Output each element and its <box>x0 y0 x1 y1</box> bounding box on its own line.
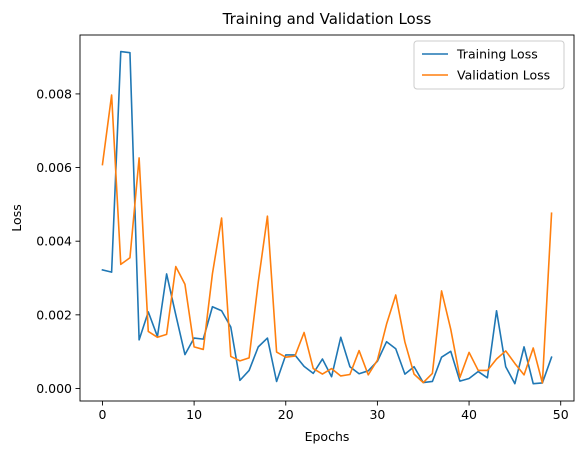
series-line-training-loss <box>101 50 553 385</box>
y-axis-label: Loss <box>9 204 24 231</box>
x-axis: 0 10 20 30 40 50 <box>98 401 569 422</box>
y-tick-label: 0.000 <box>36 381 72 396</box>
y-tick-label: 0.004 <box>36 234 72 249</box>
legend: Training Loss Validation Loss <box>413 40 565 90</box>
legend-label: Validation Loss <box>457 68 550 83</box>
axes-background <box>80 35 574 401</box>
y-tick-label: 0.002 <box>36 307 72 322</box>
x-tick-label: 20 <box>278 407 294 422</box>
x-axis-label: Epochs <box>305 429 350 444</box>
x-tick-label: 40 <box>461 407 477 422</box>
chart-title: Training and Validation Loss <box>222 10 432 28</box>
x-tick-label: 30 <box>369 407 385 422</box>
x-tick-label: 10 <box>186 407 202 422</box>
series-layer <box>101 50 553 385</box>
legend-box <box>413 40 565 90</box>
x-tick-label: 50 <box>553 407 569 422</box>
series-line-validation-loss <box>101 94 553 384</box>
y-tick-label: 0.008 <box>36 86 72 101</box>
x-tick-label: 0 <box>98 407 106 422</box>
plot-area <box>79 34 575 402</box>
axes-frame <box>79 34 575 402</box>
legend-label: Training Loss <box>456 47 538 62</box>
y-axis: 0.000 0.002 0.004 0.006 0.008 <box>36 86 80 396</box>
y-tick-label: 0.006 <box>36 160 72 175</box>
